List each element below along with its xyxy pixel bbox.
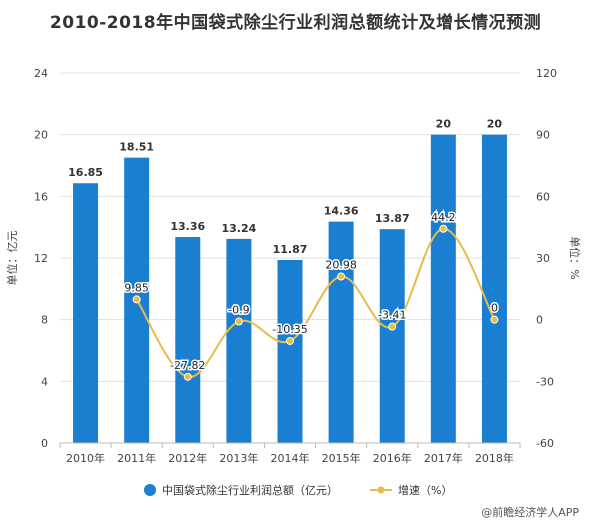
bar-value-label: 14.36 [324, 205, 359, 218]
bar [277, 260, 303, 443]
y-right-tick-label: 30 [536, 252, 550, 265]
y-right-tick-label: 0 [536, 314, 543, 327]
x-tick-label: 2015年 [322, 451, 361, 465]
x-tick-label: 2016年 [373, 451, 412, 465]
x-tick-label: 2017年 [424, 451, 463, 465]
growth-point [490, 315, 499, 324]
growth-value-label: -10.35 [272, 323, 307, 336]
legend-line-marker [377, 486, 385, 494]
bar-value-label: 13.24 [221, 222, 256, 235]
bar-value-label: 16.85 [68, 166, 103, 179]
x-tick-label: 2014年 [271, 451, 310, 465]
bar [328, 221, 354, 443]
line-series [132, 224, 499, 381]
x-tick-label: 2010年 [66, 451, 105, 465]
growth-point [388, 322, 397, 331]
growth-value-label: -0.9 [228, 304, 249, 317]
y-left-tick-label: 0 [41, 437, 48, 450]
y-right-tick-label: 120 [536, 67, 557, 80]
growth-value-label: -27.82 [170, 359, 205, 372]
data-labels: 16.85 18.51 13.36 13.24 11.87 14.36 13.87 20 20 9… [68, 118, 503, 374]
growth-value-label: 44.2 [431, 211, 456, 224]
growth-point [286, 336, 294, 345]
y-right-tick-label: -30 [536, 375, 554, 388]
y-left-axis-title: 单位：亿元 [5, 231, 19, 286]
bar [175, 237, 201, 443]
bar [481, 134, 507, 443]
y-left-tick-label: 24 [34, 67, 48, 80]
legend-bar-label: 中国袋式除尘行业利润总额（亿元） [162, 483, 338, 497]
growth-point [234, 317, 243, 326]
y-right-axis-title: 单位：% [568, 236, 582, 279]
bar [379, 229, 405, 443]
legend: 中国袋式除尘行业利润总额（亿元） 增速（%） [144, 483, 452, 497]
growth-value-label: 20.98 [325, 259, 357, 272]
bar [226, 238, 252, 443]
y-left-tick-label: 4 [41, 375, 48, 388]
growth-point [132, 295, 141, 304]
brand-watermark: @前瞻经济学人APP [481, 506, 579, 519]
y-left-tick-label: 8 [41, 314, 48, 327]
bar-series [73, 134, 507, 443]
x-tick-label: 2018年 [475, 451, 514, 465]
y-right-tick-label: -60 [536, 437, 554, 450]
growth-point [439, 224, 448, 233]
bar-value-label: 13.87 [375, 212, 410, 225]
x-tick-label: 2011年 [117, 451, 156, 465]
bar-value-label: 20 [487, 118, 503, 131]
y-right-tick-label: 60 [536, 190, 550, 203]
growth-point [337, 272, 346, 281]
legend-bar-swatch [144, 484, 156, 496]
bar-value-label: 18.51 [119, 141, 154, 154]
bar [73, 183, 99, 443]
growth-value-label: -3.41 [378, 309, 406, 322]
bar-value-label: 13.36 [170, 220, 205, 233]
growth-value-label: 9.85 [124, 281, 149, 294]
bar-value-label: 11.87 [273, 243, 308, 256]
y-left-tick-label: 20 [34, 129, 48, 142]
x-tick-label: 2012年 [168, 451, 207, 465]
y-right-tick-label: 90 [536, 129, 550, 142]
bar-value-label: 20 [436, 118, 452, 131]
y-left-tick-label: 12 [34, 252, 48, 265]
legend-line-label: 增速（%） [398, 483, 452, 497]
growth-point [183, 372, 192, 381]
y-left-tick-label: 16 [34, 190, 48, 203]
x-tick-label: 2013年 [219, 451, 258, 465]
bar [430, 134, 456, 443]
chart-title: 2010-2018年中国袋式除尘行业利润总额统计及增长情况预测 [49, 13, 542, 33]
growth-value-label: 0 [491, 302, 498, 315]
